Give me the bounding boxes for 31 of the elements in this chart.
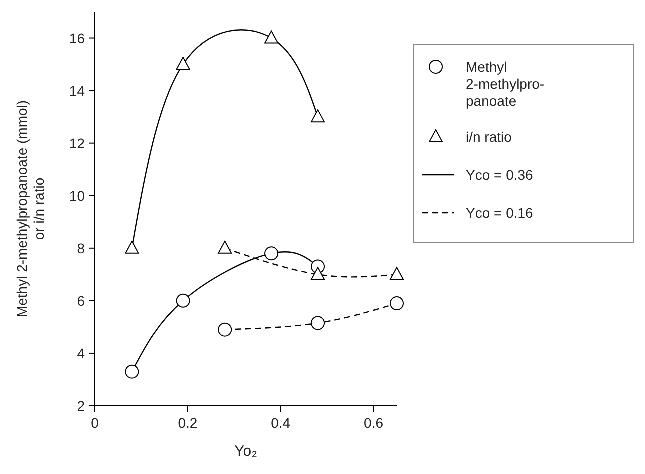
point: [125, 240, 140, 254]
y-tick-label: 4: [77, 345, 86, 362]
x-axis-title: Yo₂: [234, 443, 258, 460]
point: [264, 30, 279, 44]
point: [264, 246, 279, 261]
point: [390, 267, 404, 280]
point: [311, 267, 326, 280]
point: [125, 364, 140, 379]
point: [176, 57, 190, 70]
x-tick-label: 0.4: [271, 415, 291, 431]
y-axis-title: Methyl 2-methylpropanoate (mmol) or i/n ratio: [14, 100, 47, 318]
y-tick-label: 2: [77, 398, 86, 414]
y-tick-label: 10: [69, 188, 86, 204]
y-tick-label: 14: [69, 82, 86, 99]
legend-label: Methyl 2-methylpro-panoate: [466, 59, 545, 109]
y-tick-label: 8: [77, 240, 86, 256]
point: [311, 316, 326, 330]
point: [218, 240, 232, 254]
x-tick-label: 0.6: [364, 415, 384, 431]
legend-label: Yco = 0.36: [466, 167, 534, 183]
x-tick-label: 0: [91, 415, 100, 431]
point: [218, 322, 232, 337]
y-tick-label: 12: [69, 135, 86, 152]
point: [176, 294, 190, 308]
legend-label: Yco = 0.16: [466, 205, 534, 221]
x-tick-label: 0.2: [178, 415, 198, 431]
y-tick-label: 16: [69, 30, 86, 46]
legend-label: i/n ratio: [466, 129, 512, 145]
point: [390, 296, 404, 311]
y-tick-label: 6: [77, 292, 86, 309]
point: [311, 110, 326, 123]
